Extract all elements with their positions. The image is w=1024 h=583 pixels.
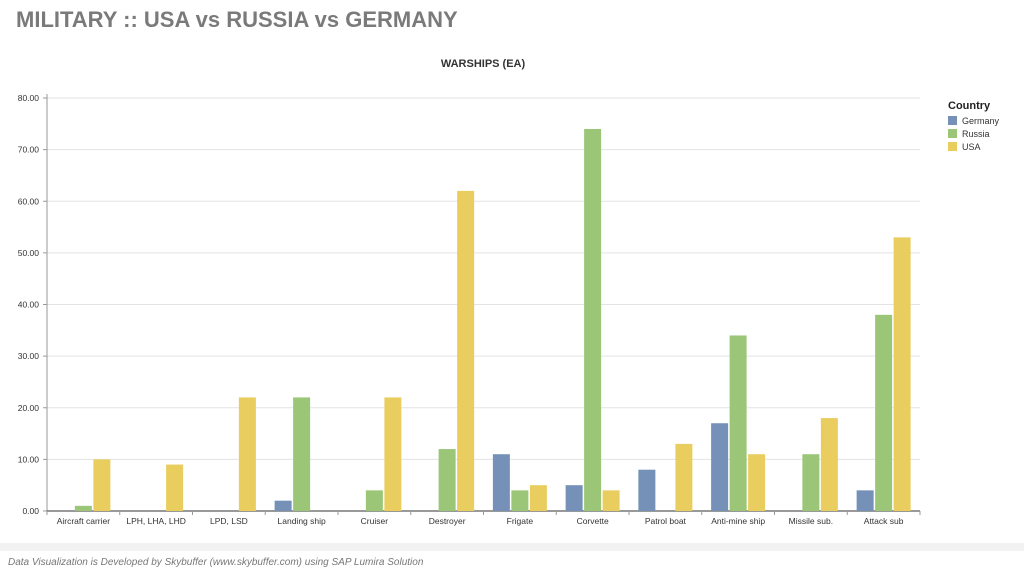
x-tick-label: Landing ship (278, 516, 326, 526)
bar-usa-4[interactable] (384, 397, 402, 511)
bar-usa-8[interactable] (675, 443, 693, 511)
bar-usa-0[interactable] (93, 459, 111, 511)
axes (43, 94, 921, 515)
bar-russia-9[interactable] (729, 335, 747, 511)
bar-germany-11[interactable] (856, 490, 874, 511)
bar-usa-1[interactable] (166, 464, 184, 511)
y-tick-label: 50.00 (18, 248, 40, 258)
bar-usa-11[interactable] (893, 237, 911, 511)
bar-usa-5[interactable] (457, 190, 475, 512)
y-tick-label: 80.00 (18, 93, 40, 103)
y-tick-label: 30.00 (18, 351, 40, 361)
bar-russia-10[interactable] (802, 454, 820, 511)
gridlines (47, 97, 920, 460)
page-title: MILITARY :: USA vs RUSSIA vs GERMANY (16, 7, 458, 32)
legend-swatch-germany (948, 116, 957, 125)
bar-usa-2[interactable] (238, 397, 256, 511)
bar-usa-7[interactable] (602, 490, 620, 511)
warships-chart: 0.00 10.00 20.00 30.00 40.00 50.00 60.00 70.00 8… (18, 58, 1000, 526)
x-tick-label: Missile sub. (789, 516, 833, 526)
x-tick-label: Attack sub (864, 516, 904, 526)
bar-russia-6[interactable] (511, 490, 529, 511)
y-tick-label: 40.00 (18, 300, 40, 310)
legend: Country Germany Russia USA (948, 100, 1000, 152)
bar-germany-3[interactable] (274, 500, 292, 511)
y-tick-label: 60.00 (18, 196, 40, 206)
bar-germany-6[interactable] (492, 454, 510, 511)
y-tick-label: 70.00 (18, 145, 40, 155)
bar-russia-0[interactable] (74, 505, 92, 511)
legend-label-russia[interactable]: Russia (962, 129, 990, 139)
x-tick-label: Destroyer (429, 516, 466, 526)
tick-labels: 0.00 10.00 20.00 30.00 40.00 50.00 60.00 70.00 8… (18, 93, 904, 526)
x-tick-label: Cruiser (361, 516, 389, 526)
bar-usa-9[interactable] (748, 454, 766, 511)
bar-usa-6[interactable] (529, 485, 547, 511)
bar-russia-11[interactable] (875, 314, 893, 511)
bar-germany-8[interactable] (638, 469, 656, 511)
footer-credit: Data Visualization is Developed by Skybu… (8, 557, 424, 568)
bar-germany-7[interactable] (565, 485, 583, 511)
legend-title: Country (948, 100, 991, 112)
bars (74, 128, 911, 512)
x-tick-label: LPD, LSD (210, 516, 248, 526)
bar-russia-3[interactable] (293, 397, 311, 511)
x-tick-label: Patrol boat (645, 516, 687, 526)
legend-swatch-russia (948, 129, 957, 138)
x-tick-label: Aircraft carrier (57, 516, 111, 526)
x-tick-label: Frigate (507, 516, 534, 526)
legend-swatch-usa (948, 142, 957, 151)
legend-label-germany[interactable]: Germany (962, 116, 1000, 126)
bar-usa-10[interactable] (820, 418, 838, 511)
y-tick-label: 10.00 (18, 454, 40, 464)
y-tick-label: 0.00 (22, 506, 39, 516)
chart-title: WARSHIPS (EA) (441, 58, 526, 70)
bar-germany-9[interactable] (711, 423, 729, 511)
bar-russia-5[interactable] (438, 449, 456, 511)
bar-russia-4[interactable] (365, 490, 383, 511)
bar-russia-7[interactable] (584, 128, 602, 511)
x-tick-label: Corvette (577, 516, 609, 526)
y-tick-label: 20.00 (18, 403, 40, 413)
x-tick-label: Anti-mine ship (711, 516, 765, 526)
legend-label-usa[interactable]: USA (962, 142, 981, 152)
footer-bar (0, 543, 1024, 583)
x-tick-label: LPH, LHA, LHD (126, 516, 186, 526)
